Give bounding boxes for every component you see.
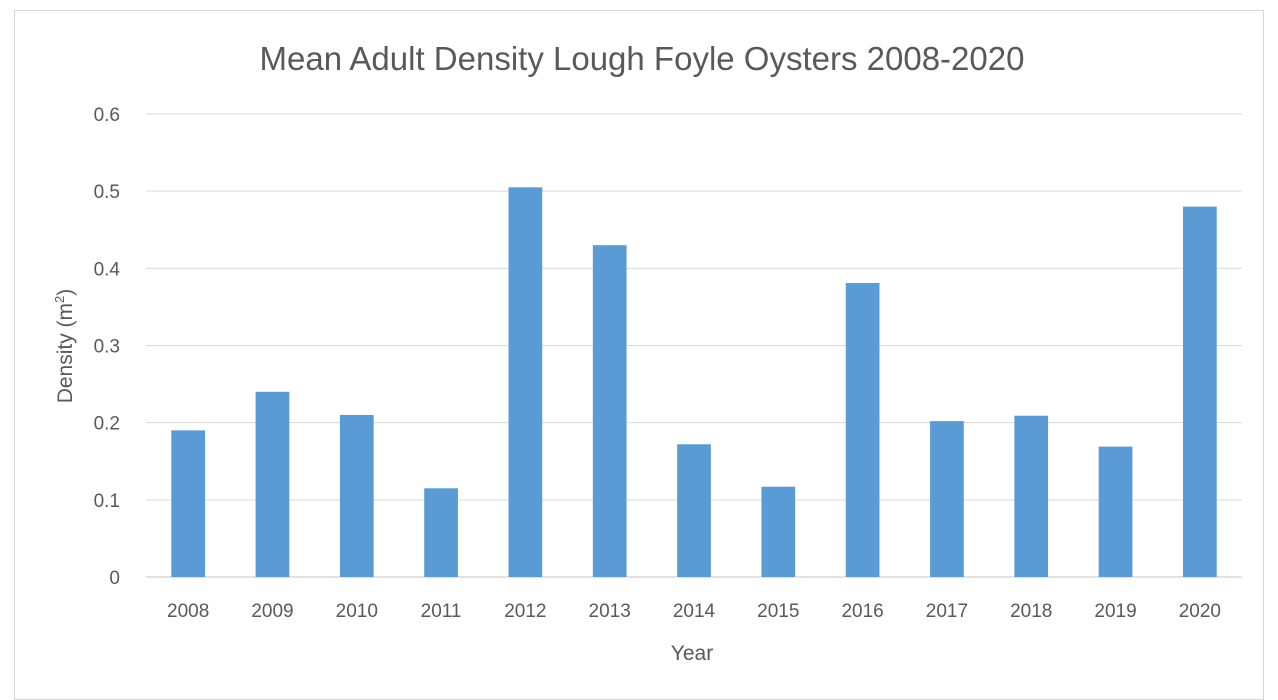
y-axis-label-superscript: 2 [52,296,67,303]
y-tick-label: 0.5 [94,182,120,203]
bar-2010 [339,414,374,577]
x-tick-label: 2008 [167,601,209,622]
y-axis-ticks: 0 0.1 0.2 0.3 0.4 0.5 0.6 [94,105,121,589]
chart-title: Mean Adult Density Lough Foyle Oysters 2… [260,40,1025,77]
y-axis-label-main: Density (m [54,303,77,403]
bar-2019 [1098,446,1133,577]
y-tick-label: 0.3 [94,337,120,358]
bar-2020 [1182,206,1217,577]
chart-frame [14,10,1264,700]
y-axis-label-close: ) [54,289,77,296]
bar-2008 [171,430,206,577]
bar-2011 [424,488,458,577]
x-tick-label: 2018 [1010,601,1052,622]
x-tick-label: 2012 [504,601,546,622]
x-tick-label: 2015 [757,601,799,622]
bar-2012 [508,187,543,577]
gridlines [146,113,1242,578]
x-tick-label: 2009 [251,601,293,622]
bar-2009 [255,391,290,577]
bars [171,187,1217,577]
y-axis-label: Density (m2) [52,289,77,404]
bar-2014 [677,444,711,577]
x-tick-label: 2019 [1094,601,1136,622]
y-tick-label: 0.4 [94,259,121,280]
bar-2016 [845,282,880,577]
y-tick-label: 0 [109,568,120,589]
bar-2017 [930,421,964,577]
x-axis-label: Year [671,642,713,665]
bar-2018 [1014,415,1049,577]
x-tick-label: 2014 [673,601,716,622]
x-tick-label: 2017 [926,601,968,622]
y-tick-label: 0.2 [94,414,120,435]
x-tick-label: 2020 [1179,601,1221,622]
bar-2015 [761,486,796,577]
y-tick-label: 0.1 [94,491,120,512]
y-tick-label: 0.6 [94,105,120,126]
x-tick-label: 2016 [841,601,883,622]
bar-2013 [592,245,627,577]
x-tick-label: 2011 [421,601,462,622]
x-tick-label: 2013 [589,601,631,622]
x-axis-ticks: 2008 2009 2010 2011 2012 2013 2014 2015 2016 2017… [167,601,1221,622]
x-tick-label: 2010 [336,601,378,622]
